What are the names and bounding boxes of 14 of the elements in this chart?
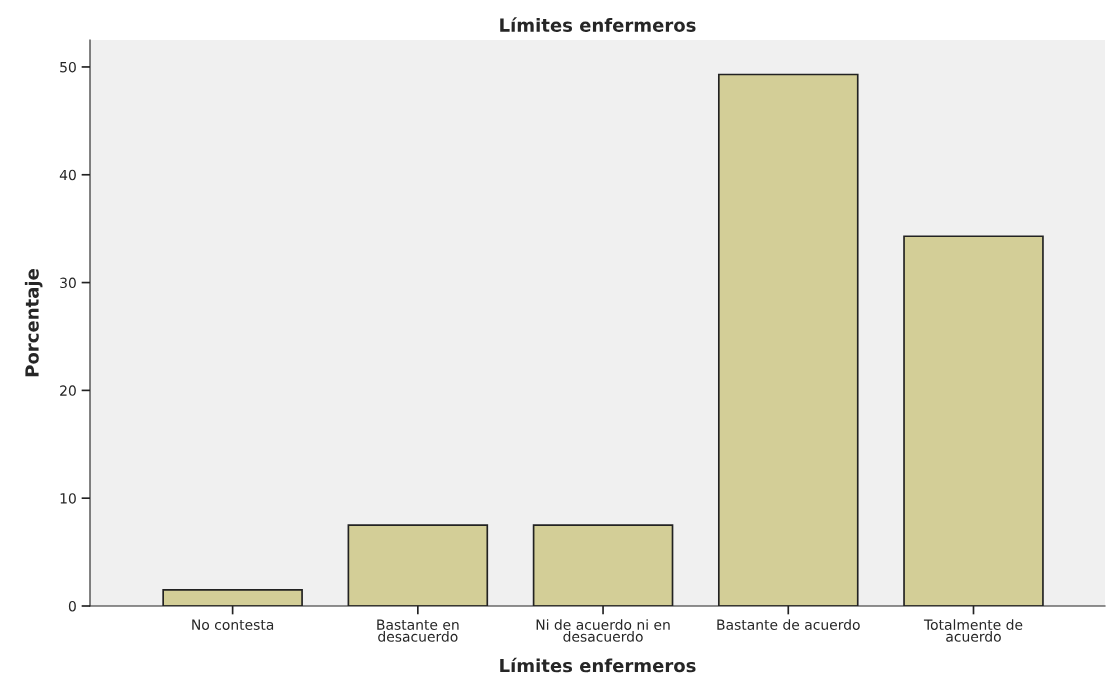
x-tick-label: Bastante de acuerdo — [717, 619, 860, 630]
y-tick-label: 30 — [60, 277, 76, 289]
x-tick-label: Ni de acuerdo ni en desacuerdo — [536, 619, 670, 642]
y-axis-title: Porcentaje — [24, 269, 43, 377]
x-tick-label: Totalmente de acuerdo — [923, 619, 1023, 642]
y-tick-label: 10 — [60, 493, 76, 504]
y-tick-label: 0 — [68, 600, 76, 612]
y-tick-label: 20 — [60, 385, 76, 396]
chart-title: Límites enfermeros — [500, 17, 696, 32]
y-tick-label: 40 — [59, 169, 76, 181]
x-axis-title: Límites enfermeros — [500, 657, 696, 673]
y-tick-label: 50 — [60, 61, 76, 73]
x-tick-label: Bastante en desacuerdo — [377, 619, 459, 642]
x-tick-label: No contesta — [192, 619, 274, 630]
